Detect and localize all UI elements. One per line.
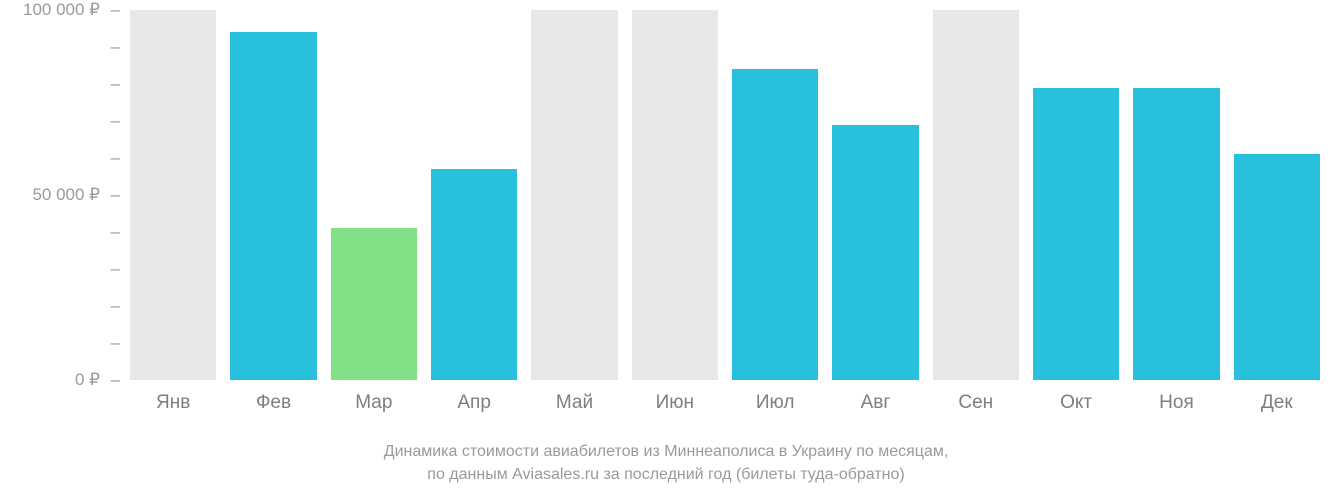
bar-fill xyxy=(230,32,316,380)
bar-Дек xyxy=(1234,10,1320,380)
tick-dash-icon: – xyxy=(106,0,120,20)
y-tick-minor: – xyxy=(100,259,120,279)
bar-Фев xyxy=(230,10,316,380)
y-tick-minor: – xyxy=(100,37,120,57)
y-tick-label: 50 000 ₽ xyxy=(32,185,100,205)
bar-Сен xyxy=(933,10,1019,380)
bar-fill xyxy=(1033,88,1119,380)
bar-fill xyxy=(431,169,517,380)
price-by-month-chart: 0 ₽–50 000 ₽–100 000 ₽––––––––– ЯнвФевМа… xyxy=(0,0,1332,502)
tick-dash-icon: – xyxy=(106,333,120,353)
caption-line-2: по данным Aviasales.ru за последний год … xyxy=(0,463,1332,486)
tick-dash-icon: – xyxy=(106,37,120,57)
bar-Янв xyxy=(130,10,216,380)
y-axis: 0 ₽–50 000 ₽–100 000 ₽––––––––– xyxy=(0,0,120,400)
x-label: Ноя xyxy=(1133,392,1219,414)
x-label: Сен xyxy=(933,392,1019,414)
x-label: Мар xyxy=(331,392,417,414)
bar-Май xyxy=(531,10,617,380)
x-label: Янв xyxy=(130,392,216,414)
bar-fill xyxy=(1133,88,1219,380)
bar-Окт xyxy=(1033,10,1119,380)
y-tick-minor: – xyxy=(100,333,120,353)
y-tick-minor: – xyxy=(100,148,120,168)
y-tick-label: 0 ₽ xyxy=(75,370,100,390)
y-tick-major: 100 000 ₽– xyxy=(23,0,120,20)
y-tick-major: 50 000 ₽– xyxy=(32,185,120,205)
tick-dash-icon: – xyxy=(106,222,120,242)
y-tick-label: 100 000 ₽ xyxy=(23,0,100,20)
y-tick-minor: – xyxy=(100,111,120,131)
bar-fill xyxy=(732,69,818,380)
bar-fill xyxy=(832,125,918,380)
tick-dash-icon: – xyxy=(106,74,120,94)
bar-Ноя xyxy=(1133,10,1219,380)
x-axis: Янв Фев Мар Апр Май Июн Июл Авг Сен Окт Ноя Дек xyxy=(130,392,1320,414)
x-label: Апр xyxy=(431,392,517,414)
bar-fill xyxy=(531,10,617,380)
bar-Июн xyxy=(632,10,718,380)
tick-dash-icon: – xyxy=(106,148,120,168)
tick-dash-icon: – xyxy=(106,370,120,390)
plot-area xyxy=(130,10,1320,380)
x-label: Июл xyxy=(732,392,818,414)
bar-Апр xyxy=(431,10,517,380)
bar-Мар xyxy=(331,10,417,380)
y-tick-minor: – xyxy=(100,222,120,242)
x-label: Июн xyxy=(632,392,718,414)
caption-line-1: Динамика стоимости авиабилетов из Миннеа… xyxy=(0,440,1332,463)
x-label: Фев xyxy=(230,392,316,414)
bar-fill xyxy=(331,228,417,380)
x-label: Окт xyxy=(1033,392,1119,414)
y-tick-major: 0 ₽– xyxy=(75,370,120,390)
x-label: Май xyxy=(531,392,617,414)
bar-Июл xyxy=(732,10,818,380)
chart-caption: Динамика стоимости авиабилетов из Миннеа… xyxy=(0,440,1332,486)
tick-dash-icon: – xyxy=(106,185,120,205)
y-tick-minor: – xyxy=(100,296,120,316)
bar-fill xyxy=(130,10,216,380)
bar-fill xyxy=(1234,154,1320,380)
bar-fill xyxy=(632,10,718,380)
bar-Авг xyxy=(832,10,918,380)
bars-container xyxy=(130,10,1320,380)
tick-dash-icon: – xyxy=(106,259,120,279)
y-tick-minor: – xyxy=(100,74,120,94)
tick-dash-icon: – xyxy=(106,296,120,316)
x-label: Дек xyxy=(1234,392,1320,414)
tick-dash-icon: – xyxy=(106,111,120,131)
x-label: Авг xyxy=(832,392,918,414)
bar-fill xyxy=(933,10,1019,380)
